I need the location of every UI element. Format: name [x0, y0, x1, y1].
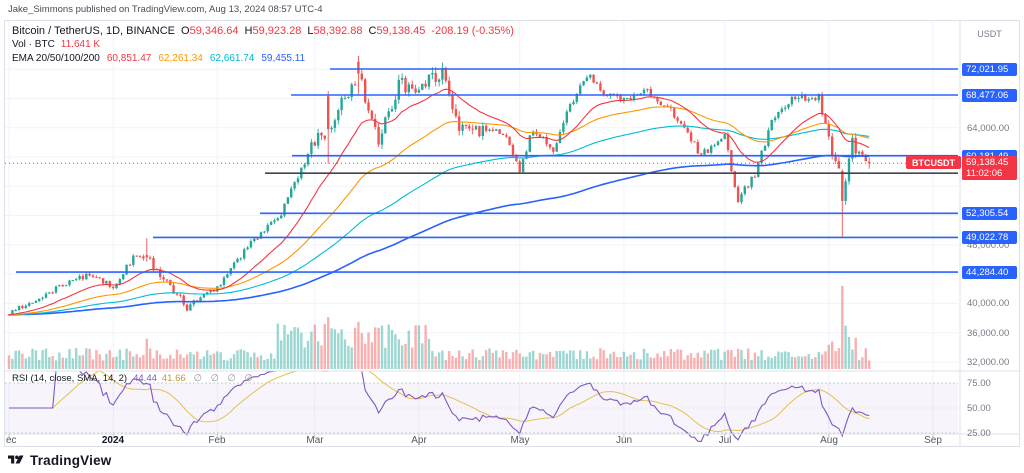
symbol-price-flag: BTCUSDT — [906, 156, 961, 169]
current-price-badge: 59,138.45 11:02:06 — [962, 156, 1017, 180]
current-price: 59,138.45 — [966, 157, 1009, 168]
rsi-axis-label: 75.00 — [967, 378, 991, 389]
tradingview-logo-icon[interactable] — [8, 453, 24, 467]
bar-countdown: 11:02:06 — [966, 168, 1003, 179]
price-level-badge[interactable]: 49,022.78 — [962, 231, 1017, 244]
footer: TradingView — [8, 451, 111, 469]
ohlc-key: H — [244, 25, 253, 37]
price-axis-label: 32,000.00 — [967, 357, 1010, 368]
ohlc-value: 58,392.88 — [313, 25, 363, 37]
price-axis-label: 36,000.00 — [967, 328, 1010, 339]
price-axis-label: 48,000.00 — [967, 240, 1010, 251]
symbol-title[interactable]: Bitcoin / TetherUS, 1D, BINANCE — [12, 25, 176, 37]
ema-value: 60,851.47 — [106, 53, 152, 64]
time-axis-label: Mar — [306, 435, 324, 446]
volume-value: 11.641 K — [60, 39, 101, 50]
price-chart-canvas[interactable] — [5, 21, 1019, 446]
time-axis-label: May — [510, 435, 530, 446]
legend: Bitcoin / TetherUS, 1D, BINANCE O59,346.6… — [12, 24, 514, 66]
ohlc-key: L — [307, 25, 314, 37]
axis-currency-label: USDT — [977, 29, 1002, 39]
attribution: Jake_Simmons published on TradingView.co… — [8, 4, 323, 15]
time-axis-label: ec — [6, 435, 17, 446]
rsi-value: 44.44 — [133, 373, 157, 384]
price-axis-label: 40,000.00 — [967, 298, 1010, 309]
ohlc-key: C — [368, 25, 377, 37]
ohlc-values: O59,346.64 H59,923.28 L58,392.88 C59,138.45 — [175, 25, 425, 37]
volume-indicator-label[interactable]: Vol · BTC — [12, 39, 55, 50]
time-axis-label: Apr — [411, 435, 427, 446]
change-value: -208.19 (-0.35%) — [431, 25, 514, 37]
price-level-badge[interactable]: 72,021.95 — [962, 63, 1017, 76]
rsi-sma-value: 41.66 — [161, 373, 186, 384]
tradingview-brand[interactable]: TradingView — [30, 452, 112, 468]
rsi-empty-values: ∅ ∅ ∅ ∅ — [193, 373, 256, 384]
rsi-axis-label: 25.00 — [967, 428, 991, 439]
time-axis-label: Feb — [208, 435, 226, 446]
ema-value: 59,455.11 — [261, 53, 306, 64]
time-axis-label: Sep — [924, 435, 942, 446]
ohlc-value: 59,923.28 — [252, 25, 302, 37]
time-axis-label: 2024 — [101, 435, 125, 446]
ohlc-key: O — [181, 25, 190, 37]
time-axis-label: Jul — [718, 435, 732, 446]
time-axis-label: Jun — [615, 435, 633, 446]
time-axis-label: Aug — [820, 435, 838, 446]
rsi-axis-label: 50.00 — [967, 403, 991, 414]
price-axis-label: 64,000.00 — [967, 123, 1010, 134]
chart-frame: Bitcoin / TetherUS, 1D, BINANCE O59,346.6… — [4, 20, 1020, 447]
price-level-badge[interactable]: 68,477.06 — [962, 89, 1017, 102]
ema-indicator-label[interactable]: EMA 20/50/100/200 — [12, 53, 100, 64]
ohlc-value: 59,138.45 — [376, 25, 426, 37]
rsi-title[interactable]: RSI (14, close, SMA, 14, 2) — [12, 373, 128, 384]
rsi-legend: RSI (14, close, SMA, 14, 2) 44.44 41.66 ∅ ∅… — [12, 373, 256, 384]
price-level-badge[interactable]: 44,284.40 — [962, 266, 1017, 279]
ema-values: 60,851.47 62,261.34 62,661.74 59,455.11 — [100, 53, 305, 64]
ema-value: 62,261.34 — [158, 53, 203, 64]
ohlc-value: 59,346.64 — [189, 25, 239, 37]
price-level-badge[interactable]: 52,305.54 — [962, 207, 1017, 220]
ema-value: 62,661.74 — [209, 53, 255, 64]
